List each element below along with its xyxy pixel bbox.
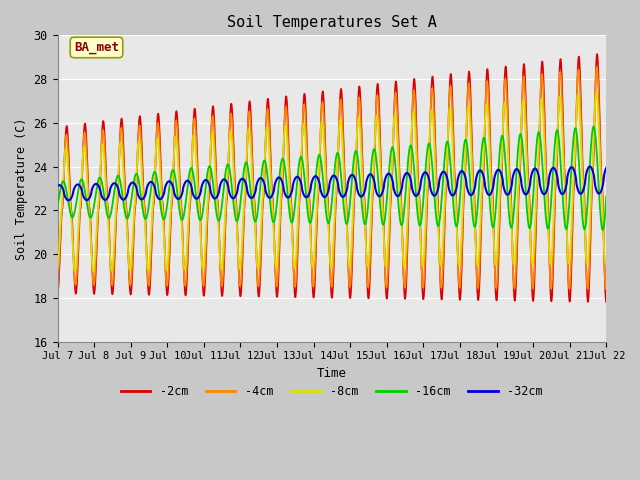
Title: Soil Temperatures Set A: Soil Temperatures Set A	[227, 15, 437, 30]
Legend: -2cm, -4cm, -8cm, -16cm, -32cm: -2cm, -4cm, -8cm, -16cm, -32cm	[116, 381, 548, 403]
Text: BA_met: BA_met	[74, 41, 119, 54]
Y-axis label: Soil Temperature (C): Soil Temperature (C)	[15, 117, 28, 260]
X-axis label: Time: Time	[317, 367, 347, 380]
